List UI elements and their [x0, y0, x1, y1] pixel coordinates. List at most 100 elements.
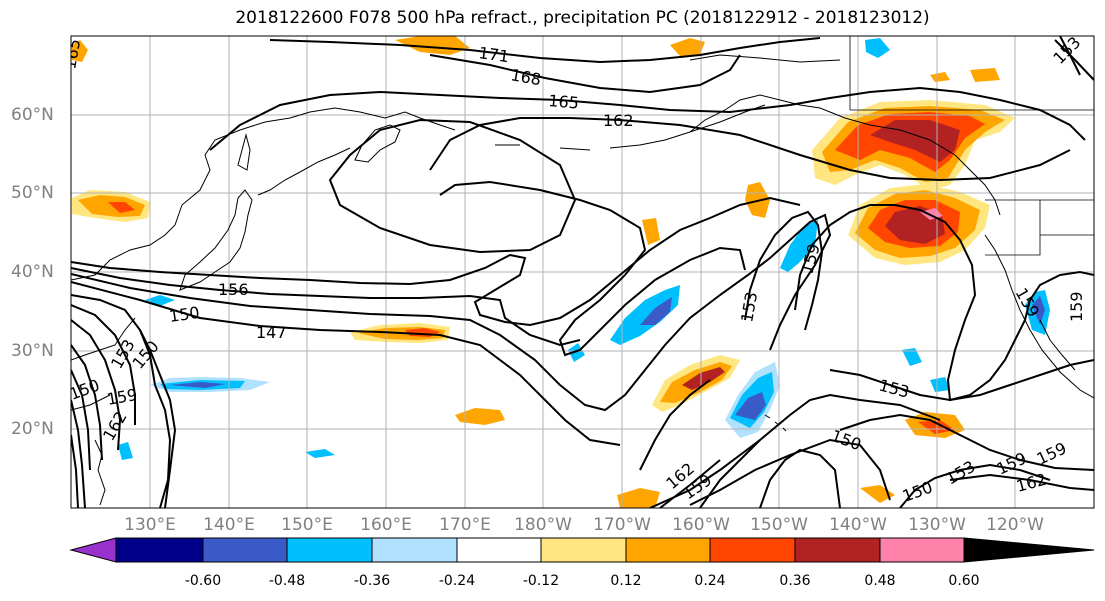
contour-label: 150	[168, 303, 201, 326]
contour-153-east	[744, 210, 824, 331]
precip-patch	[865, 38, 890, 58]
colorbar-segment	[625, 537, 711, 563]
kuril-islands	[257, 147, 351, 196]
refractivity-contours	[71, 36, 1094, 508]
contour-south-1	[639, 379, 761, 508]
colorbar-segment	[540, 537, 627, 563]
colorbar-tick-label: -0.12	[522, 573, 560, 589]
taiwan-philippines	[94, 439, 106, 506]
contour-168	[429, 54, 741, 94]
colorbar-tick-label: -0.36	[353, 573, 391, 589]
contour-153-se	[829, 359, 1094, 402]
us-state-borders	[985, 200, 1094, 256]
contour-label: 147	[256, 323, 287, 342]
precip-patch	[118, 442, 133, 460]
precip-patch	[902, 348, 922, 366]
colorbar-tick-label: -0.24	[438, 573, 476, 589]
lon-label-170w: 170°W	[593, 515, 651, 535]
colorbar-segment	[879, 537, 965, 563]
colorbar-segment	[202, 537, 288, 563]
precip-patch-negative-2	[610, 285, 680, 345]
lon-label-150w: 150°W	[750, 515, 808, 535]
contour-156-south	[689, 438, 891, 506]
colorbar-segment	[794, 537, 881, 563]
colorbar-extend-right	[963, 537, 1095, 563]
lat-label-50n: 50°N	[11, 183, 54, 203]
contour-label: 171	[477, 43, 510, 66]
precip-patch-negative-3	[780, 220, 818, 272]
contour-159-east	[794, 204, 1094, 402]
map-title: 2018122600 F078 500 hPa refract., precip…	[235, 8, 930, 28]
contour-label: 159	[1067, 291, 1086, 322]
colorbar-tick-label: 0.60	[948, 573, 980, 589]
contour-label: 165	[548, 91, 580, 113]
lon-label-170e: 170°E	[439, 515, 491, 535]
lat-label-30n: 30°N	[11, 341, 54, 361]
contour-closed-high	[328, 118, 577, 254]
lon-label-120w: 120°W	[986, 515, 1044, 535]
colorbar	[69, 537, 1095, 563]
china-coast	[71, 317, 136, 411]
precip-patch	[640, 297, 672, 325]
colorbar-tick-label: -0.60	[184, 573, 222, 589]
precip-patch	[72, 40, 88, 62]
precip-patch	[145, 295, 175, 306]
kamchatka	[354, 124, 401, 163]
colorbar-segment	[709, 537, 796, 563]
contour-label: 162	[603, 111, 634, 130]
japan	[179, 189, 253, 291]
contour-156	[71, 196, 801, 327]
precip-patch	[617, 488, 660, 508]
lon-label-140e: 140°E	[203, 515, 255, 535]
contour-153	[71, 267, 581, 347]
contour-150-se	[839, 413, 1094, 471]
contour-147	[71, 281, 621, 446]
lat-label-40n: 40°N	[11, 262, 54, 282]
lat-label-60n: 60°N	[11, 105, 54, 125]
colorbar-segment	[456, 537, 542, 563]
contour-165	[209, 86, 1086, 151]
colorbar-segment	[371, 537, 458, 563]
colorbar-segment	[286, 537, 373, 563]
lat-label-20n: 20°N	[11, 419, 54, 439]
contour-162	[429, 117, 1071, 182]
precip-patch-top	[395, 36, 470, 55]
sakhalin	[237, 133, 251, 171]
lon-label-160w: 160°W	[672, 515, 730, 535]
lon-label-140w: 140°W	[829, 515, 887, 535]
contour-150-south	[899, 463, 1051, 508]
precip-patch	[970, 68, 1000, 82]
precip-patch	[568, 343, 585, 362]
map-frame	[70, 35, 1095, 509]
precip-patch	[670, 38, 705, 56]
contour-southwest-west	[139, 329, 177, 508]
contour-171	[269, 37, 821, 64]
colorbar-extend-left	[69, 537, 117, 563]
precip-patch	[455, 408, 505, 425]
lon-label-130e: 130°E	[124, 515, 176, 535]
contour-162-south	[659, 459, 1094, 508]
precip-patch	[108, 202, 135, 213]
lon-label-130w: 130°W	[908, 515, 966, 535]
contour-south-2	[759, 448, 841, 508]
colorbar-tick-label: 0.24	[694, 573, 726, 589]
alaska-coast	[689, 94, 1001, 216]
lon-label-160e: 160°E	[360, 515, 412, 535]
colorbar-tick-label: -0.48	[268, 573, 306, 589]
colorbar-tick-label: 0.48	[864, 573, 896, 589]
alaska-interior	[689, 54, 841, 63]
colorbar-tick-label: 0.12	[610, 573, 642, 589]
contour-southwest-bundle	[71, 294, 156, 508]
precip-patch	[642, 218, 660, 245]
colorbar-tick-label: 0.36	[779, 573, 811, 589]
precip-patch	[78, 195, 145, 217]
lon-label-180w: 180°W	[514, 515, 572, 535]
precip-patch	[682, 367, 725, 390]
contour-150	[71, 213, 832, 412]
graticule	[71, 36, 1094, 508]
precip-patch	[930, 72, 950, 82]
precip-patch	[170, 382, 225, 388]
precip-patch	[305, 449, 335, 458]
precip-patch	[735, 392, 766, 420]
